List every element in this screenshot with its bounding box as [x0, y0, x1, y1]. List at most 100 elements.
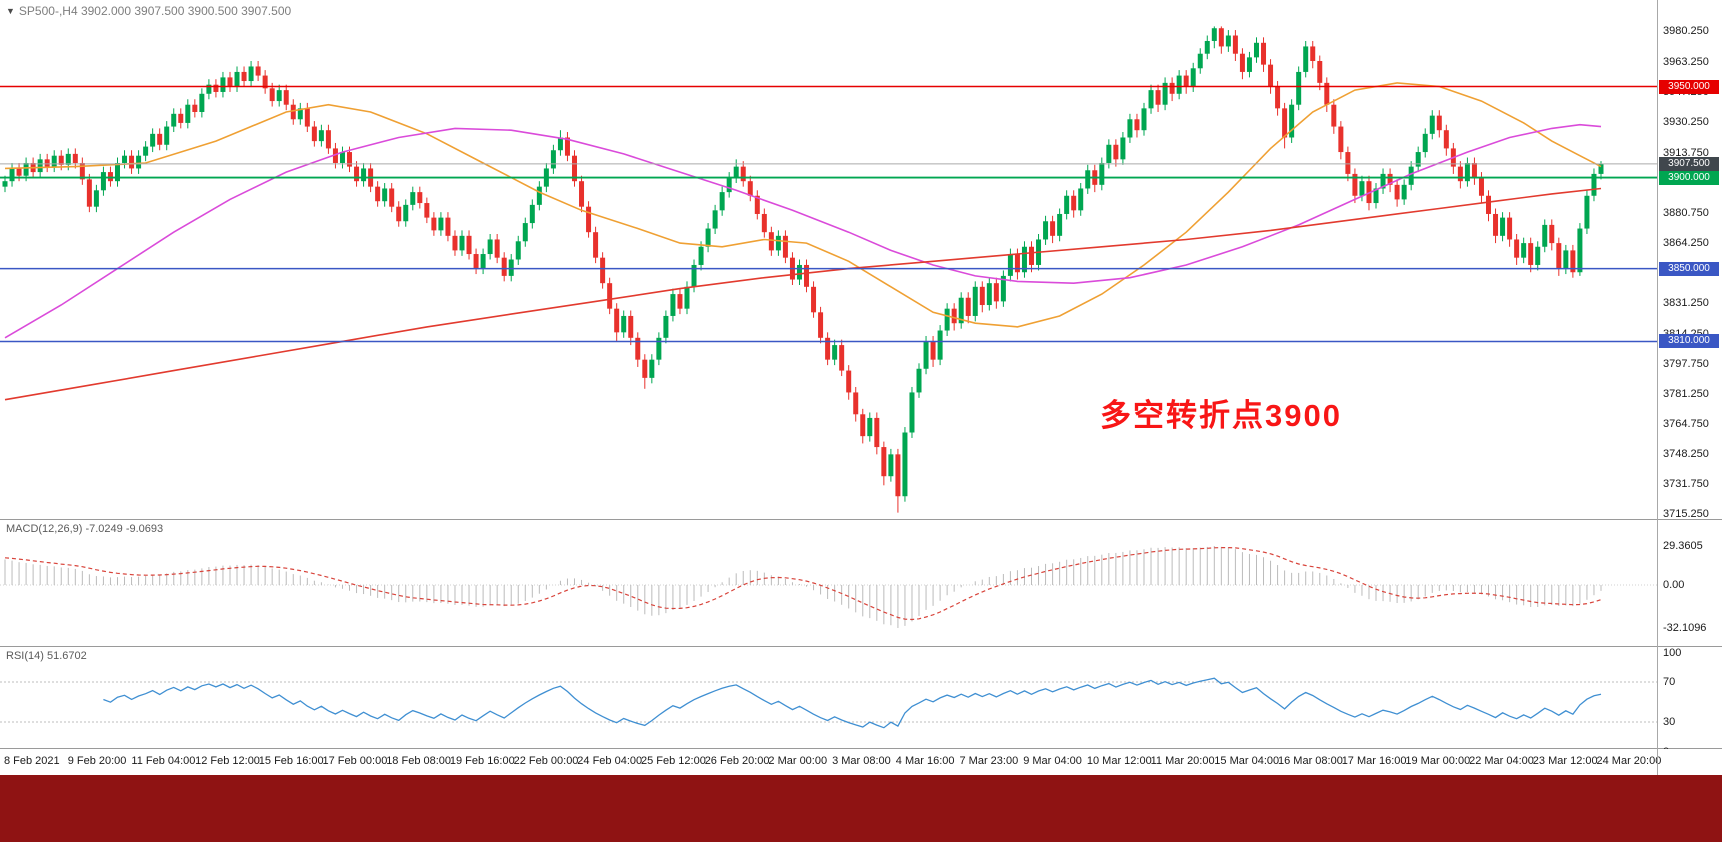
- candle: [255, 66, 261, 76]
- candle: [796, 264, 802, 280]
- time-label: 12 Feb 12:00: [195, 755, 260, 767]
- candle: [1099, 162, 1105, 185]
- candle: [1029, 246, 1035, 265]
- candle: [1317, 61, 1323, 83]
- candle: [761, 213, 767, 233]
- macd-panel: MACD(12,26,9) -7.0249 -9.0693 29.3605 0.0…: [0, 520, 1722, 647]
- candle: [1183, 75, 1189, 87]
- candle: [1120, 137, 1126, 160]
- candle: [431, 217, 437, 231]
- candle: [171, 113, 177, 127]
- candle: [881, 447, 887, 477]
- candle: [1204, 40, 1210, 54]
- candle: [1598, 163, 1604, 174]
- candle: [192, 104, 198, 112]
- candle: [677, 294, 683, 309]
- price-chart-panel: ▼ SP500-,H4 3902.000 3907.500 3900.500 39…: [0, 0, 1722, 520]
- rsi-tick: 100: [1663, 647, 1682, 659]
- candle: [466, 235, 472, 255]
- candle: [1113, 144, 1119, 160]
- candle: [410, 192, 416, 205]
- time-label: 8 Feb 2021: [4, 755, 60, 767]
- candle: [1085, 170, 1091, 189]
- candle: [438, 217, 444, 231]
- candle: [206, 84, 212, 94]
- candle: [649, 359, 655, 378]
- candle: [79, 162, 85, 180]
- candle: [1218, 28, 1224, 47]
- time-label: 15 Mar 04:00: [1214, 755, 1280, 767]
- candle: [909, 392, 915, 433]
- candle: [923, 341, 929, 369]
- price-axis[interactable]: 3980.2503963.2503947.2503930.2503913.750…: [1658, 0, 1722, 520]
- macd-label: MACD(12,26,9) -7.0249 -9.0693: [6, 523, 164, 535]
- candle: [1359, 181, 1365, 196]
- candle: [23, 162, 29, 176]
- candle: [1338, 126, 1344, 153]
- candle: [754, 195, 760, 214]
- candle: [297, 108, 303, 120]
- time-axis[interactable]: 8 Feb 2021 9 Feb 20:00 11 Feb 04:00 12 Feb …: [0, 749, 1722, 775]
- price-tick: 3764.750: [1663, 417, 1709, 430]
- candle: [733, 166, 739, 178]
- candle: [944, 308, 950, 331]
- price-tick: 3864.250: [1663, 236, 1709, 249]
- chart-title: ▼ SP500-,H4 3902.000 3907.500 3900.500 39…: [6, 4, 291, 18]
- price-tick: 3963.250: [1663, 56, 1709, 69]
- candle: [1057, 213, 1063, 236]
- candle: [1408, 166, 1414, 185]
- macd-chart-surface[interactable]: [0, 520, 1657, 646]
- candle: [839, 345, 845, 371]
- candle: [1471, 162, 1477, 178]
- rsi-chart-surface[interactable]: [0, 647, 1657, 748]
- candle: [347, 152, 353, 167]
- candle: [396, 206, 402, 222]
- ma-orange[interactable]: [4, 82, 1602, 328]
- symbol-dropdown-icon[interactable]: ▼: [6, 6, 15, 16]
- rsi-axis[interactable]: 10070300: [1658, 647, 1722, 758]
- candle: [747, 181, 753, 196]
- candle: [129, 155, 135, 169]
- time-label: 24 Mar 20:00: [1596, 755, 1662, 767]
- candle: [1310, 46, 1316, 62]
- candle: [1296, 71, 1302, 105]
- candle: [332, 148, 338, 163]
- time-label: 11 Mar 20:00: [1150, 755, 1215, 767]
- candle: [1197, 53, 1203, 69]
- candle: [698, 246, 704, 265]
- candle: [993, 283, 999, 302]
- candle: [916, 368, 922, 393]
- ma-red-long[interactable]: [4, 187, 1602, 401]
- macd-tick: -32.1096: [1663, 622, 1707, 634]
- candle: [1500, 217, 1506, 236]
- time-label: 16 Mar 08:00: [1278, 755, 1343, 767]
- candle: [44, 159, 50, 167]
- time-label: 25 Feb 12:00: [641, 755, 706, 767]
- candle: [136, 155, 142, 169]
- candle: [1584, 195, 1590, 229]
- candle: [354, 166, 360, 182]
- candle: [157, 133, 163, 145]
- chart-annotation-text[interactable]: 多空转折点3900: [1100, 398, 1342, 433]
- candle: [1591, 173, 1597, 196]
- candle: [122, 155, 128, 163]
- price-tick: 3930.250: [1663, 116, 1709, 129]
- candle: [1007, 254, 1013, 276]
- candle: [276, 90, 282, 102]
- ma-magenta[interactable]: [4, 123, 1602, 339]
- candle: [691, 264, 697, 287]
- macd-axis[interactable]: 29.3605 0.00 -32.1096: [1658, 520, 1722, 646]
- candle: [262, 75, 268, 89]
- candle: [339, 152, 345, 163]
- candle: [382, 188, 388, 202]
- macd-tick: 29.3605: [1663, 540, 1703, 552]
- candle: [986, 283, 992, 306]
- rsi-line: [103, 677, 1602, 729]
- candle: [782, 235, 788, 258]
- macd-histogram: [4, 546, 1602, 628]
- price-chart-surface[interactable]: [0, 0, 1657, 519]
- candle: [930, 341, 936, 360]
- candle: [1253, 42, 1259, 58]
- candle: [663, 315, 669, 338]
- candle: [311, 126, 317, 142]
